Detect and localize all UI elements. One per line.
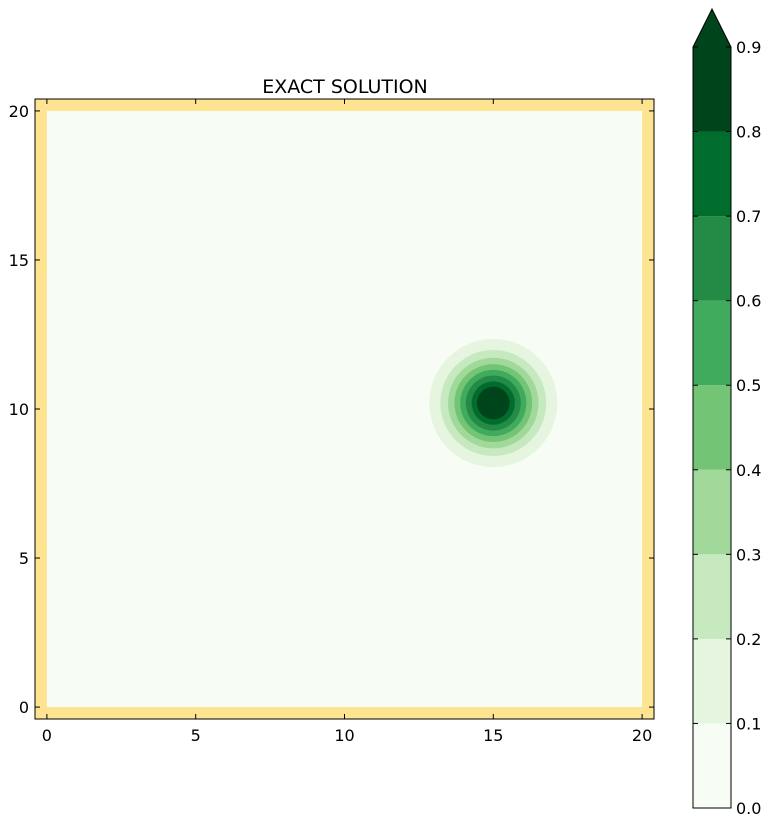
y-tick-label: 5 bbox=[19, 549, 29, 568]
colorbar-segment bbox=[693, 300, 731, 386]
colorbar-segment bbox=[693, 723, 731, 808]
y-tick-label: 0 bbox=[19, 698, 29, 717]
colorbar-extend-arrow bbox=[693, 9, 731, 47]
y-tick-label: 15 bbox=[9, 251, 29, 270]
colorbar-tick-label: 0.4 bbox=[736, 461, 761, 480]
colorbar-segment bbox=[693, 216, 731, 301]
colorbar-segment bbox=[693, 131, 731, 217]
colorbar-tick-label: 0.6 bbox=[736, 292, 761, 311]
y-tick-label: 10 bbox=[9, 400, 29, 419]
colorbar-tick-label: 0.1 bbox=[736, 714, 761, 733]
x-tick-label: 10 bbox=[334, 726, 354, 745]
colorbar-outline bbox=[692, 7, 732, 809]
x-tick-label: 5 bbox=[191, 726, 201, 745]
colorbar-tick-label: 0.2 bbox=[736, 630, 761, 649]
colorbar-tick-label: 0.5 bbox=[736, 376, 761, 395]
x-tick-label: 0 bbox=[42, 726, 52, 745]
plot-area: 0 5 10 15 20 0 5 10 15 20 bbox=[9, 98, 655, 745]
colorbar: 0.0 0.1 0.2 0.3 0.4 0.5 0.6 0.7 0.8 0.9 bbox=[692, 7, 761, 818]
y-tick-label: 20 bbox=[9, 102, 29, 121]
colorbar-segment bbox=[693, 385, 731, 470]
colorbar-tick-label: 0.9 bbox=[736, 38, 761, 57]
x-tick-label: 15 bbox=[483, 726, 503, 745]
colorbar-tick-label: 0.8 bbox=[736, 123, 761, 142]
colorbar-segment bbox=[693, 469, 731, 555]
colorbar-tick-label: 0.3 bbox=[736, 545, 761, 564]
colorbar-segment bbox=[693, 554, 731, 639]
contour-peak bbox=[476, 386, 510, 420]
x-tick-label: 20 bbox=[632, 726, 652, 745]
colorbar-tick-label: 0.0 bbox=[736, 799, 761, 818]
colorbar-segment bbox=[693, 638, 731, 724]
colorbar-tick-label: 0.7 bbox=[736, 207, 761, 226]
colorbar-segment bbox=[693, 47, 731, 132]
chart-title: EXACT SOLUTION bbox=[262, 76, 428, 98]
